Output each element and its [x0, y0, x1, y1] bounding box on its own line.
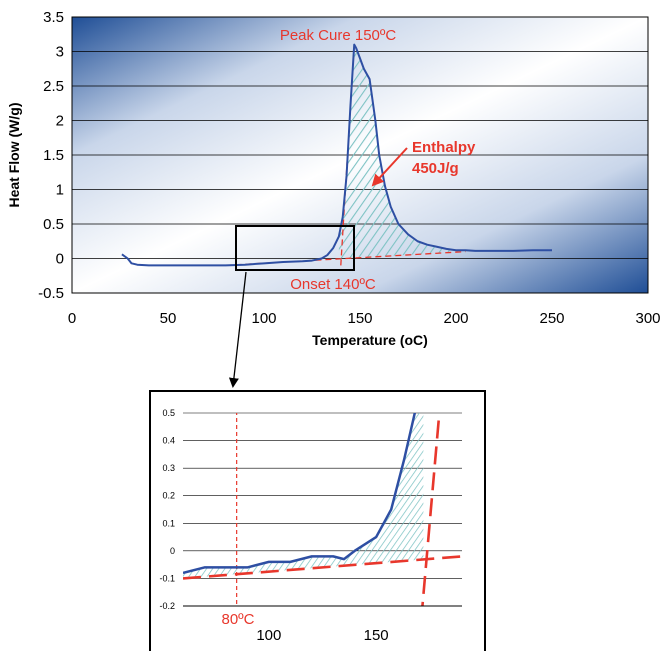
peak-cure-label: Peak Cure 150ºC [280, 27, 397, 44]
inset-x-tick-label: 150 [364, 627, 389, 644]
inset-y-tick-labels: 0.5 0.4 0.3 0.2 0.1 0 -0.1 -0.2 [159, 408, 175, 611]
inset-y-tick-label: 0 [170, 546, 175, 556]
inset-y-tick-label: 0.4 [162, 436, 175, 446]
y-tick-label: 3.5 [43, 9, 64, 26]
inset-chart: 0.5 0.4 0.3 0.2 0.1 0 -0.1 -0.2 100 150 80ºC [149, 390, 486, 651]
y-tick-label: 1.5 [43, 147, 64, 164]
y-tick-label: 0.5 [43, 216, 64, 233]
x-tick-label: 0 [68, 310, 76, 327]
y-tick-label: 3 [56, 44, 64, 61]
main-chart: -0.500.511.522.533.5 0 50 100 150 200 250 300 … [6, 9, 661, 388]
x-tick-label: 300 [635, 310, 660, 327]
inset-y-tick-label: -0.1 [159, 573, 175, 583]
onset-label: Onset 140ºC [290, 276, 376, 293]
main-y-tick-labels: -0.5 0 0.5 1 1.5 2 2.5 3 3.5 [38, 9, 64, 302]
x-tick-label: 200 [443, 310, 468, 327]
inset-y-tick-label: -0.2 [159, 601, 175, 611]
heat-flow-line [121, 43, 552, 267]
main-x-tick-labels: 0 50 100 150 200 250 300 [68, 310, 661, 327]
enthalpy-label: Enthalpy [412, 139, 476, 156]
inset-80c-label: 80ºC [222, 611, 255, 628]
inset-x-tick-labels: 100 150 [256, 627, 388, 644]
inset-y-tick-label: 0.3 [162, 463, 175, 473]
y-tick-label: 0 [56, 251, 64, 268]
inset-heat-flow-series [183, 413, 462, 606]
inset-y-tick-label: 0.2 [162, 491, 175, 501]
y-tick-label: 2.5 [43, 78, 64, 95]
enthalpy-area [338, 44, 466, 259]
inset-frame [149, 390, 486, 651]
inset-x-tick-label: 100 [256, 627, 281, 644]
x-tick-label: 250 [539, 310, 564, 327]
enthalpy-hatch [338, 44, 466, 259]
x-tick-label: 100 [251, 310, 276, 327]
enthalpy-value: 450J/g [412, 160, 459, 177]
inset-y-tick-label: 0.1 [162, 518, 175, 528]
x-axis-title: Temperature (oC) [312, 332, 428, 348]
inset-tangent-line [421, 413, 441, 606]
inset-baseline-line [183, 555, 462, 580]
heat-flow-series [121, 43, 552, 267]
zoom-arrow [228, 271, 247, 388]
y-tick-label: 1 [56, 182, 64, 199]
enthalpy-arrow [371, 147, 408, 187]
inset-heat-flow-line [183, 413, 417, 575]
inset-y-tick-label: 0.5 [162, 408, 175, 418]
x-tick-label: 150 [347, 310, 372, 327]
y-axis-title: Heat Flow (W/g) [6, 103, 22, 208]
y-tick-label: -0.5 [38, 285, 64, 302]
x-tick-label: 50 [160, 310, 177, 327]
plot-frame [71, 16, 649, 294]
zoom-region-box [235, 225, 355, 271]
y-tick-label: 2 [56, 113, 64, 130]
